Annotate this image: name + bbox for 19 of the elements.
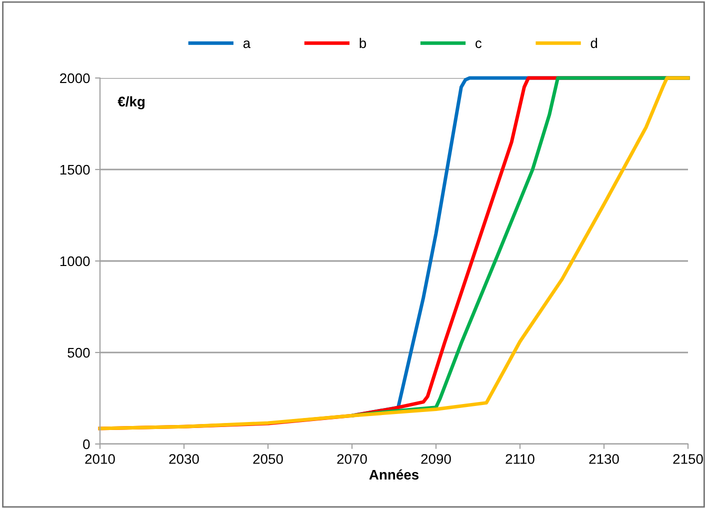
legend-label: c — [476, 40, 482, 48]
legend-label: a — [243, 40, 251, 48]
x-tick-label: 2050 — [253, 454, 283, 464]
x-tick-label: 2130 — [589, 454, 619, 464]
y-tick-label: 2000 — [60, 73, 90, 84]
x-axis-title: Années — [369, 469, 419, 480]
y-axis-title: €/kg — [118, 96, 144, 110]
legend-label: b — [360, 38, 366, 48]
y-tick-label: 1000 — [60, 256, 90, 266]
x-tick-label: 2070 — [337, 454, 367, 464]
y-tick-label: 0 — [83, 439, 90, 450]
y-tick-label: 1500 — [60, 164, 90, 175]
x-tick-label: 2110 — [506, 454, 534, 464]
x-tick-label: 2090 — [421, 454, 451, 464]
legend-label: d — [590, 38, 598, 48]
x-tick-label: 2030 — [169, 454, 199, 464]
y-tick-label: 500 — [68, 348, 90, 358]
x-tick-label: 2010 — [85, 454, 115, 464]
x-tick-label: 2150 — [673, 454, 703, 464]
